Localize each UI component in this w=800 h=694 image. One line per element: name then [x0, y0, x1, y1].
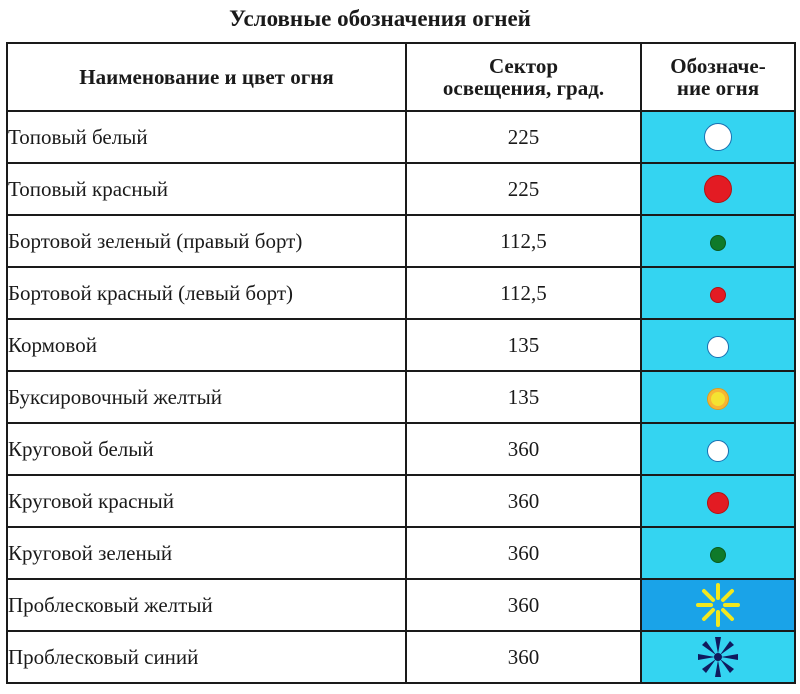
header-name: Наименование и цвет огня [6, 42, 407, 112]
white-dot-icon [704, 123, 732, 152]
light-sector: 112,5 [405, 266, 642, 320]
blue-flash-star-icon [698, 637, 738, 677]
light-symbol [640, 474, 796, 528]
table-row: Круговой зеленый 360 [6, 526, 796, 580]
light-name: Кормовой [6, 318, 407, 372]
header-symbol: Обозначе- ние огня [640, 42, 796, 112]
light-sector: 360 [405, 422, 642, 476]
light-symbol [640, 422, 796, 476]
white-dot-icon [707, 335, 729, 358]
light-sector: 135 [405, 318, 642, 372]
light-name: Круговой белый [6, 422, 407, 476]
page-title: Условные обозначения огней [229, 6, 531, 31]
table-row: Бортовой красный (левый борт) 112,5 [6, 266, 796, 320]
light-sector: 360 [405, 474, 642, 528]
yellow-flash-star-icon [696, 583, 740, 627]
table-row: Топовый белый 225 [6, 110, 796, 164]
header-sector-line2: освещения, град. [442, 76, 605, 100]
header-sector: Сектор освещения, град. [405, 42, 642, 112]
green-dot-icon [710, 234, 726, 251]
light-sector: 360 [405, 578, 642, 632]
light-symbol [640, 526, 796, 580]
table-row: Буксировочный желтый 135 [6, 370, 796, 424]
light-sector: 112,5 [405, 214, 642, 268]
header-sector-line1: Сектор [488, 54, 559, 78]
lights-table: Наименование и цвет огня Сектор освещени… [6, 42, 796, 684]
yellow-dot-icon [707, 387, 729, 410]
light-sector: 360 [405, 526, 642, 580]
light-name: Буксировочный желтый [6, 370, 407, 424]
table-row: Топовый красный 225 [6, 162, 796, 216]
table-row: Проблесковый синий 360 [6, 630, 796, 684]
green-dot-icon [710, 546, 726, 563]
table-header-row: Наименование и цвет огня Сектор освещени… [6, 42, 796, 112]
light-name: Круговой красный [6, 474, 407, 528]
red-dot-icon [704, 175, 732, 204]
light-name: Топовый красный [6, 162, 407, 216]
light-symbol [640, 214, 796, 268]
white-dot-icon [707, 439, 729, 462]
header-symbol-line2: ние огня [676, 76, 760, 100]
table-row: Проблесковый желтый 360 [6, 578, 796, 632]
light-name: Топовый белый [6, 110, 407, 164]
light-name: Круговой зеленый [6, 526, 407, 580]
table-row: Кормовой 135 [6, 318, 796, 372]
light-sector: 225 [405, 110, 642, 164]
light-sector: 135 [405, 370, 642, 424]
light-name: Проблесковый синий [6, 630, 407, 684]
light-symbol [640, 630, 796, 684]
red-dot-icon [710, 286, 726, 303]
light-name: Проблесковый желтый [6, 578, 407, 632]
light-symbol [640, 370, 796, 424]
light-sector: 360 [405, 630, 642, 684]
light-sector: 225 [405, 162, 642, 216]
light-name: Бортовой красный (левый борт) [6, 266, 407, 320]
light-name: Бортовой зеленый (правый борт) [6, 214, 407, 268]
light-symbol [640, 162, 796, 216]
light-symbol [640, 318, 796, 372]
table-row: Бортовой зеленый (правый борт) 112,5 [6, 214, 796, 268]
red-dot-icon [707, 491, 729, 514]
table-row: Круговой белый 360 [6, 422, 796, 476]
header-symbol-line1: Обозначе- [670, 54, 766, 78]
light-symbol [640, 578, 796, 632]
light-symbol [640, 110, 796, 164]
table-row: Круговой красный 360 [6, 474, 796, 528]
light-symbol [640, 266, 796, 320]
